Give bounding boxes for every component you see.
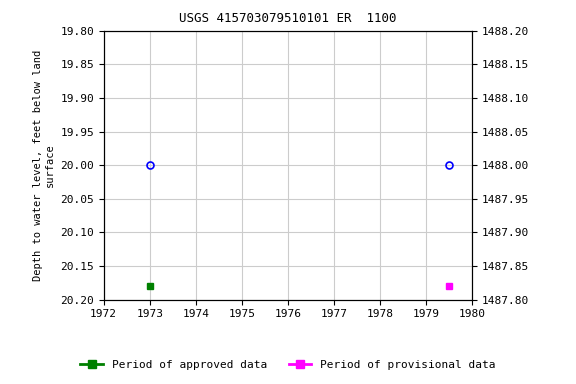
Legend: Period of approved data, Period of provisional data: Period of approved data, Period of provi… [76,356,500,375]
Title: USGS 415703079510101 ER  1100: USGS 415703079510101 ER 1100 [179,12,397,25]
Y-axis label: Depth to water level, feet below land
surface: Depth to water level, feet below land su… [33,50,55,281]
